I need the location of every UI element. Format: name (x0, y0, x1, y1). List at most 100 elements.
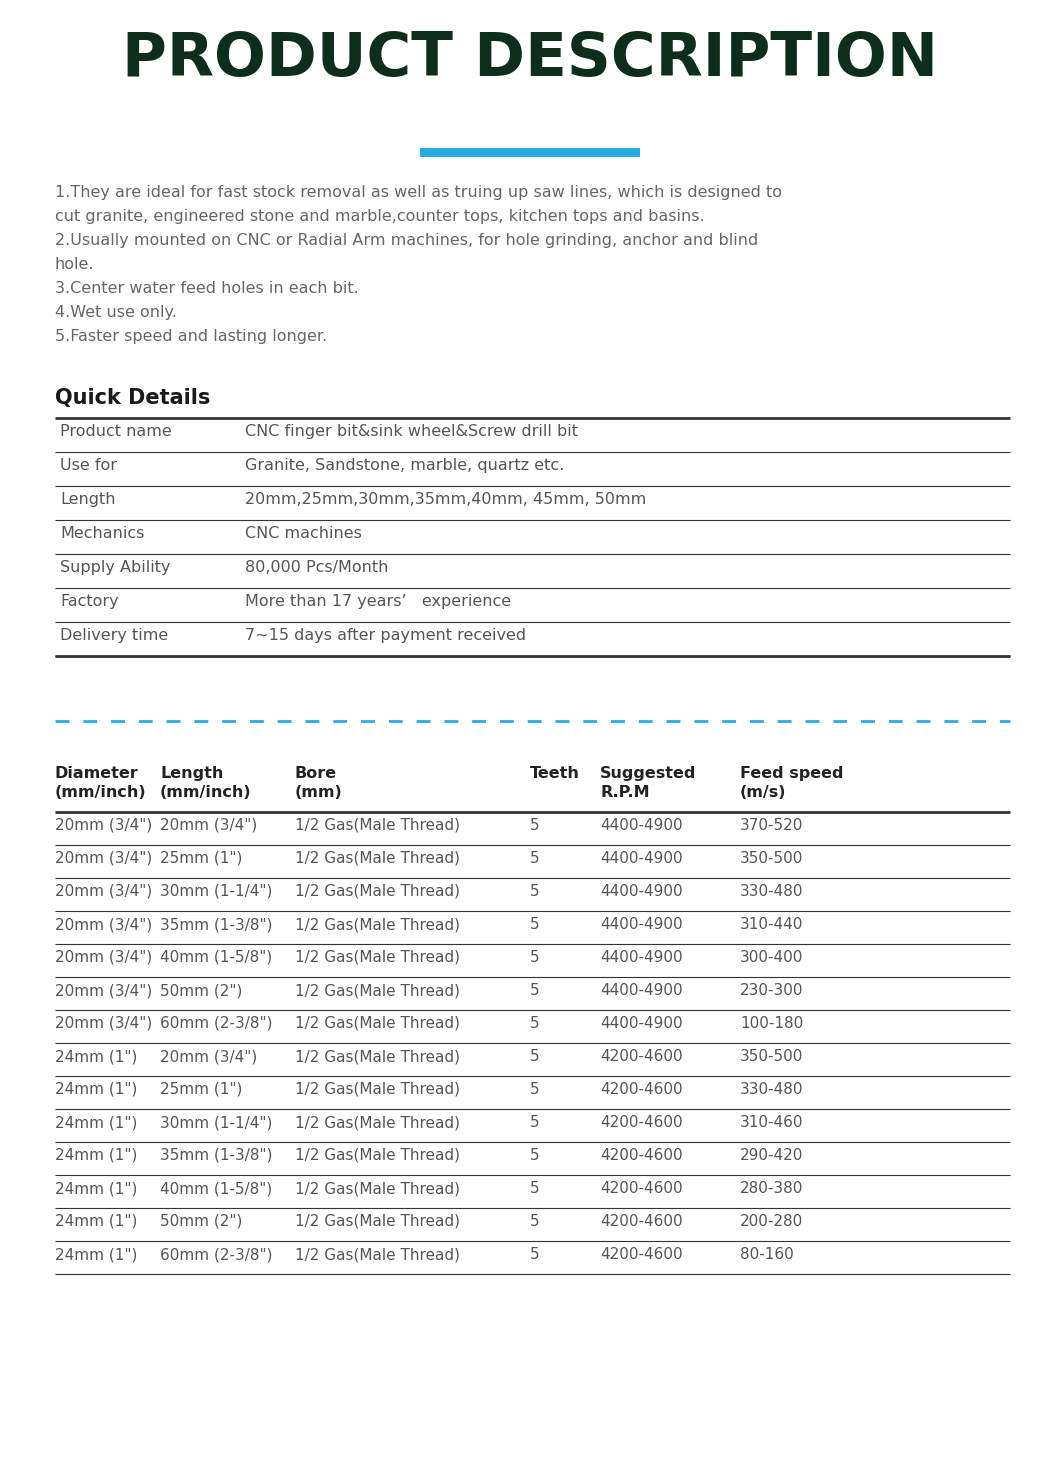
Text: 5: 5 (530, 1114, 540, 1131)
Text: Use for: Use for (60, 457, 117, 474)
Text: 1/2 Gas(Male Thread): 1/2 Gas(Male Thread) (295, 918, 460, 932)
Text: Quick Details: Quick Details (55, 388, 210, 408)
Text: 20mm (3/4"): 20mm (3/4") (55, 950, 153, 965)
Text: 310-440: 310-440 (740, 918, 803, 932)
Text: 4200-4600: 4200-4600 (600, 1082, 683, 1097)
Text: 5: 5 (530, 1148, 540, 1163)
Text: 4400-4900: 4400-4900 (600, 950, 683, 965)
Text: 20mm (3/4"): 20mm (3/4") (55, 918, 153, 932)
Text: CNC machines: CNC machines (245, 525, 361, 542)
Text: 4.Wet use only.: 4.Wet use only. (55, 305, 177, 320)
Text: Teeth: Teeth (530, 767, 580, 781)
Text: hole.: hole. (55, 258, 94, 272)
Text: 20mm (3/4"): 20mm (3/4") (160, 818, 258, 833)
Text: Mechanics: Mechanics (60, 525, 144, 542)
Text: 20mm (3/4"): 20mm (3/4") (55, 851, 153, 866)
Text: 50mm (2"): 50mm (2") (160, 1214, 243, 1228)
Text: 24mm (1"): 24mm (1") (55, 1114, 138, 1131)
Text: 4400-4900: 4400-4900 (600, 918, 683, 932)
Text: 24mm (1"): 24mm (1") (55, 1082, 138, 1097)
Text: 200-280: 200-280 (740, 1214, 803, 1228)
Text: 4200-4600: 4200-4600 (600, 1214, 683, 1228)
Text: PRODUCT DESCRIPTION: PRODUCT DESCRIPTION (122, 30, 938, 89)
Text: 20mm (3/4"): 20mm (3/4") (55, 983, 153, 998)
Text: 25mm (1"): 25mm (1") (160, 851, 243, 866)
Text: 40mm (1-5/8"): 40mm (1-5/8") (160, 1181, 272, 1196)
Text: 4400-4900: 4400-4900 (600, 1015, 683, 1032)
Text: 20mm (3/4"): 20mm (3/4") (55, 818, 153, 833)
Text: 2.Usually mounted on CNC or Radial Arm machines, for hole grinding, anchor and b: 2.Usually mounted on CNC or Radial Arm m… (55, 232, 758, 249)
Text: 5: 5 (530, 1082, 540, 1097)
Text: 3.Center water feed holes in each bit.: 3.Center water feed holes in each bit. (55, 281, 358, 296)
Text: 80-160: 80-160 (740, 1248, 794, 1262)
Text: 1/2 Gas(Male Thread): 1/2 Gas(Male Thread) (295, 1248, 460, 1262)
Text: 330-480: 330-480 (740, 884, 803, 898)
Text: 4400-4900: 4400-4900 (600, 851, 683, 866)
Text: 4400-4900: 4400-4900 (600, 983, 683, 998)
Text: 24mm (1"): 24mm (1") (55, 1049, 138, 1064)
Text: 20mm (3/4"): 20mm (3/4") (160, 1049, 258, 1064)
Text: 5: 5 (530, 1248, 540, 1262)
Text: Bore: Bore (295, 767, 337, 781)
Text: 24mm (1"): 24mm (1") (55, 1248, 138, 1262)
Text: 1.They are ideal for fast stock removal as well as truing up saw lines, which is: 1.They are ideal for fast stock removal … (55, 185, 782, 200)
Text: R.P.M: R.P.M (600, 784, 650, 801)
Text: Delivery time: Delivery time (60, 628, 169, 642)
Text: 330-480: 330-480 (740, 1082, 803, 1097)
Bar (420, 148, 640, 157)
Text: 5: 5 (530, 918, 540, 932)
Text: 5: 5 (530, 950, 540, 965)
Text: Length: Length (60, 491, 116, 508)
Text: 1/2 Gas(Male Thread): 1/2 Gas(Male Thread) (295, 1214, 460, 1228)
Text: 5: 5 (530, 1049, 540, 1064)
Text: 20mm (3/4"): 20mm (3/4") (55, 1015, 153, 1032)
Text: 5.Faster speed and lasting longer.: 5.Faster speed and lasting longer. (55, 329, 328, 343)
Text: 1/2 Gas(Male Thread): 1/2 Gas(Male Thread) (295, 983, 460, 998)
Text: Factory: Factory (60, 593, 119, 608)
Text: 80,000 Pcs/Month: 80,000 Pcs/Month (245, 559, 388, 576)
Text: 5: 5 (530, 1181, 540, 1196)
Text: Length: Length (160, 767, 224, 781)
Text: 4200-4600: 4200-4600 (600, 1049, 683, 1064)
Text: 230-300: 230-300 (740, 983, 803, 998)
Text: Diameter: Diameter (55, 767, 139, 781)
Text: 1/2 Gas(Male Thread): 1/2 Gas(Male Thread) (295, 1181, 460, 1196)
Text: (mm/inch): (mm/inch) (160, 784, 251, 801)
Text: 5: 5 (530, 851, 540, 866)
Text: 25mm (1"): 25mm (1") (160, 1082, 243, 1097)
Text: 60mm (2-3/8"): 60mm (2-3/8") (160, 1248, 272, 1262)
Text: 310-460: 310-460 (740, 1114, 803, 1131)
Text: (m/s): (m/s) (740, 784, 787, 801)
Text: 1/2 Gas(Male Thread): 1/2 Gas(Male Thread) (295, 884, 460, 898)
Text: 280-380: 280-380 (740, 1181, 803, 1196)
Text: Granite, Sandstone, marble, quartz etc.: Granite, Sandstone, marble, quartz etc. (245, 457, 564, 474)
Text: 4200-4600: 4200-4600 (600, 1248, 683, 1262)
Text: 24mm (1"): 24mm (1") (55, 1181, 138, 1196)
Text: 4400-4900: 4400-4900 (600, 884, 683, 898)
Text: 1/2 Gas(Male Thread): 1/2 Gas(Male Thread) (295, 818, 460, 833)
Text: More than 17 years’   experience: More than 17 years’ experience (245, 593, 511, 608)
Text: 5: 5 (530, 1015, 540, 1032)
Text: 1/2 Gas(Male Thread): 1/2 Gas(Male Thread) (295, 950, 460, 965)
Text: 40mm (1-5/8"): 40mm (1-5/8") (160, 950, 272, 965)
Text: 350-500: 350-500 (740, 1049, 803, 1064)
Text: Suggested: Suggested (600, 767, 696, 781)
Text: 350-500: 350-500 (740, 851, 803, 866)
Text: Product name: Product name (60, 423, 172, 440)
Text: Supply Ability: Supply Ability (60, 559, 171, 576)
Text: 35mm (1-3/8"): 35mm (1-3/8") (160, 918, 272, 932)
Text: 30mm (1-1/4"): 30mm (1-1/4") (160, 1114, 272, 1131)
Text: 1/2 Gas(Male Thread): 1/2 Gas(Male Thread) (295, 851, 460, 866)
Text: 1/2 Gas(Male Thread): 1/2 Gas(Male Thread) (295, 1148, 460, 1163)
Text: (mm/inch): (mm/inch) (55, 784, 146, 801)
Text: 50mm (2"): 50mm (2") (160, 983, 243, 998)
Text: 1/2 Gas(Male Thread): 1/2 Gas(Male Thread) (295, 1049, 460, 1064)
Text: 1/2 Gas(Male Thread): 1/2 Gas(Male Thread) (295, 1082, 460, 1097)
Text: 100-180: 100-180 (740, 1015, 803, 1032)
Text: 4200-4600: 4200-4600 (600, 1114, 683, 1131)
Text: 20mm (3/4"): 20mm (3/4") (55, 884, 153, 898)
Text: 4400-4900: 4400-4900 (600, 818, 683, 833)
Text: 1/2 Gas(Male Thread): 1/2 Gas(Male Thread) (295, 1015, 460, 1032)
Text: (mm): (mm) (295, 784, 342, 801)
Text: 4200-4600: 4200-4600 (600, 1181, 683, 1196)
